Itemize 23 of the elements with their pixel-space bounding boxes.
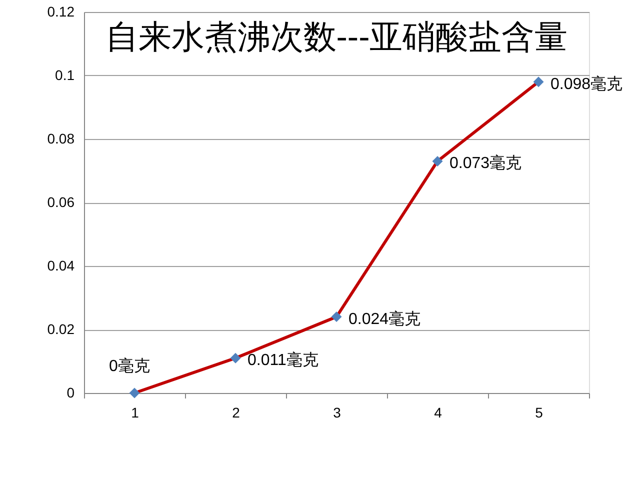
- data-label: 0毫克: [109, 357, 150, 375]
- data-label: 0.098毫克: [550, 74, 623, 93]
- point: [533, 76, 544, 88]
- x-tick-label: 3: [333, 404, 342, 420]
- x-tick-label: 4: [434, 404, 442, 420]
- x-tick-label: 5: [535, 404, 544, 420]
- y-tick-label: 0.12: [47, 4, 75, 20]
- data-label: 0.011毫克: [248, 351, 318, 370]
- y-tick-label: 0: [66, 384, 75, 400]
- point: [129, 388, 140, 398]
- y-tick-label: 0.06: [47, 194, 75, 210]
- chart-title: 自来水煮沸次数---亚硝酸盐含量: [105, 17, 568, 56]
- point: [432, 156, 443, 166]
- x-tick-label: 2: [232, 404, 240, 420]
- x-tick-label: 1: [131, 404, 140, 420]
- point: [331, 312, 342, 322]
- y-tick-label: 0.04: [47, 258, 75, 274]
- data-label: 0.073毫克: [450, 154, 522, 172]
- point: [230, 352, 241, 364]
- data-label: 0.024毫克: [348, 310, 421, 328]
- y-tick-label: 0.08: [47, 130, 75, 146]
- y-tick-label: 0.1: [55, 67, 75, 83]
- y-tick-label: 0.02: [47, 321, 75, 337]
